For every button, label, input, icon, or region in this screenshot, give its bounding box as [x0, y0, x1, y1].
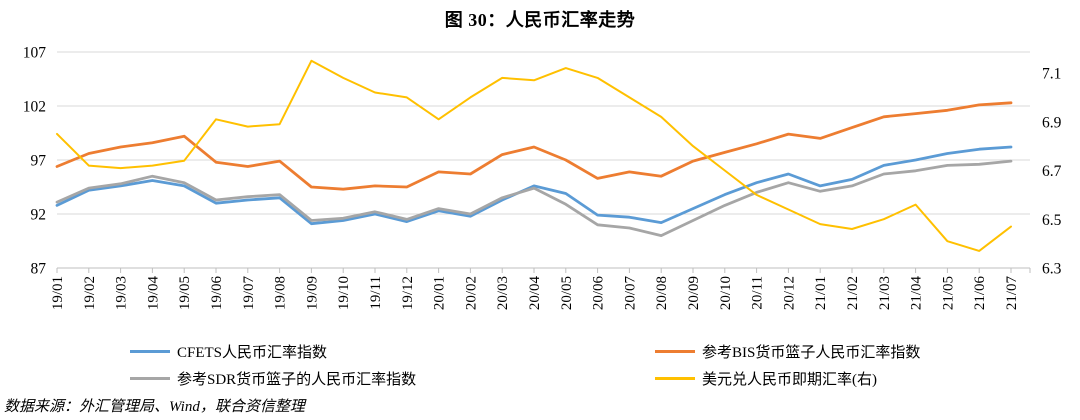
legend-line-swatch	[655, 377, 695, 380]
chart-title: 图 30：人民币汇率走势	[444, 10, 636, 30]
left-axis-tick-label: 107	[23, 45, 47, 62]
legend-line-swatch	[130, 350, 170, 353]
x-axis-tick-label: 20/04	[527, 276, 543, 311]
x-axis-tick-label: 19/01	[50, 276, 66, 310]
series-line-2	[55, 159, 1013, 238]
x-axis-tick-label: 21/01	[813, 276, 829, 310]
right-axis-tick-label: 6.5	[1042, 212, 1062, 229]
x-axis-tick-label: 20/03	[495, 276, 511, 310]
x-axis-tick-label: 19/05	[177, 276, 193, 310]
source-note: 数据来源：外汇管理局、Wind，联合资信整理	[4, 399, 305, 415]
left-axis-tick-label: 102	[23, 99, 46, 116]
x-axis-tick-label: 21/06	[972, 276, 988, 311]
legend-label: 美元兑人民币即期汇率(右)	[702, 372, 877, 388]
x-axis-tick-label: 19/08	[273, 276, 289, 310]
x-axis-tick-label: 20/01	[432, 276, 448, 310]
x-axis-tick-label: 21/03	[877, 276, 893, 310]
right-axis-tick-label: 7.1	[1042, 66, 1061, 83]
right-axis-tick-label: 6.3	[1042, 261, 1062, 278]
x-axis-tick-label: 20/11	[750, 276, 766, 310]
legend-item: CFETS人民币汇率指数	[130, 341, 327, 362]
x-axis-tick-label: 19/02	[82, 276, 98, 310]
left-axis-tick-label: 87	[31, 261, 47, 278]
series-line-3	[56, 59, 1012, 252]
legend-label: CFETS人民币汇率指数	[177, 345, 328, 361]
x-axis-tick-label: 19/12	[400, 276, 416, 310]
x-axis-tick-label: 21/02	[845, 276, 861, 310]
left-axis-tick-label: 97	[31, 153, 47, 170]
x-axis-tick-label: 19/10	[336, 276, 352, 310]
x-axis-tick-label: 20/02	[463, 276, 479, 310]
x-axis-tick-label: 20/09	[686, 276, 702, 310]
x-axis-tick-label: 19/11	[368, 276, 384, 310]
legend-label: 参考SDR货币篮子的人民币汇率指数	[177, 372, 417, 388]
x-axis-tick-label: 21/04	[909, 276, 925, 311]
legend-item: 美元兑人民币即期汇率(右)	[655, 368, 877, 389]
x-axis-tick-label: 20/06	[591, 276, 607, 311]
x-axis-tick-label: 19/03	[114, 276, 130, 310]
x-axis-tick-label: 19/07	[241, 276, 257, 311]
x-axis-tick-label: 21/07	[1004, 276, 1020, 311]
right-axis-tick-label: 6.9	[1042, 114, 1062, 131]
series-line-0	[55, 145, 1013, 226]
x-axis-tick-label: 20/07	[622, 276, 638, 311]
x-axis-tick-label: 20/12	[781, 276, 797, 310]
legend-item: 参考BIS货币篮子人民币汇率指数	[655, 341, 920, 362]
series-line-1	[55, 101, 1013, 191]
x-axis-tick-label: 20/05	[559, 276, 575, 310]
x-axis-tick-label: 19/06	[209, 276, 225, 311]
x-axis-tick-label: 19/09	[304, 276, 320, 310]
legend-line-swatch	[655, 350, 695, 353]
x-axis-tick-label: 20/08	[654, 276, 670, 310]
left-axis-tick-label: 92	[31, 207, 47, 224]
legend-label: 参考BIS货币篮子人民币汇率指数	[702, 345, 921, 361]
legend-item: 参考SDR货币篮子的人民币汇率指数	[130, 368, 416, 389]
right-axis-tick-label: 6.7	[1042, 163, 1062, 180]
chart-canvas: 107 102 97 92 87 7.1 6.9 6.7 6.5 6.3 19/01 19/02 19/…	[23, 45, 1062, 311]
x-axis-tick-label: 21/05	[940, 276, 956, 310]
x-axis-tick-label: 19/04	[145, 276, 161, 311]
legend-line-swatch	[130, 377, 170, 380]
x-axis-tick-label: 20/10	[718, 276, 734, 310]
